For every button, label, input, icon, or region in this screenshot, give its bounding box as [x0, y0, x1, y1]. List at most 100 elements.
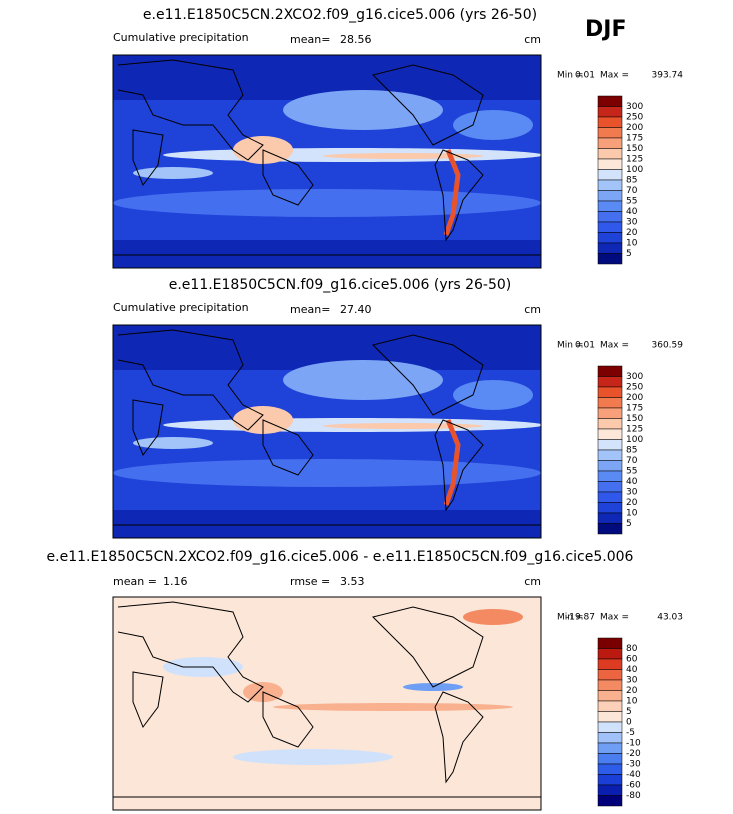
colorbar-box [597, 179, 623, 191]
colorbar-label: 175 [626, 134, 643, 144]
panel-title: e.e11.E1850C5CN.2XCO2.f09_g16.cice5.006 … [143, 7, 537, 23]
colorbar-label: 40 [626, 207, 638, 217]
colorbar-label: 40 [626, 665, 638, 675]
colorbar-box [597, 449, 623, 461]
colorbar-box [597, 386, 623, 398]
colorbar-box [597, 221, 623, 233]
colorbar-label: 40 [626, 477, 638, 487]
stat-name: mean= [290, 303, 330, 316]
colorbar-label: 150 [626, 414, 643, 424]
colorbar-label: 85 [626, 176, 637, 186]
colorbar-box [597, 211, 623, 223]
colorbar-box [597, 774, 623, 786]
colorbar-label: 125 [626, 155, 643, 165]
colorbar-label: -60 [626, 781, 641, 791]
colorbar-box [597, 376, 623, 388]
colorbar-box [597, 137, 623, 149]
max-value: 360.59 [652, 341, 684, 351]
colorbar-box [597, 669, 623, 681]
stat-value: 28.56 [340, 33, 372, 46]
colorbar-box [597, 648, 623, 660]
colorbar-label: 20 [626, 228, 638, 238]
colorbar-box [597, 742, 623, 754]
colorbar-box [597, 491, 623, 503]
colorbar-box [597, 397, 623, 409]
colorbar-box [597, 418, 623, 430]
colorbar-label: 30 [626, 676, 638, 686]
colorbar-box [597, 690, 623, 702]
colorbar-label: 55 [626, 467, 637, 477]
colorbar-label: 300 [626, 372, 643, 382]
panel-label: Cumulative precipitation [113, 31, 249, 44]
colorbar-box [597, 512, 623, 524]
colorbar-box [597, 190, 623, 202]
max-label: Max = [600, 71, 629, 81]
colorbar-label: -30 [626, 760, 641, 770]
colorbar-box [597, 481, 623, 493]
colorbar-box [597, 169, 623, 181]
min-value: 0.01 [575, 341, 595, 351]
colorbar-label: 100 [626, 165, 643, 175]
min-label: Min = [557, 71, 583, 81]
colorbar-box [597, 721, 623, 733]
max-label: Max = [600, 341, 629, 351]
colorbar-label: 20 [626, 498, 638, 508]
colorbar-box [597, 711, 623, 723]
colorbar-box [597, 232, 623, 244]
colorbar-label: 55 [626, 197, 637, 207]
colorbar-box [597, 253, 623, 265]
colorbar-box [597, 795, 623, 807]
stat-name: mean= [290, 33, 330, 46]
panel-label: Cumulative precipitation [113, 301, 249, 314]
colorbar-box [597, 148, 623, 160]
colorbar-label: 85 [626, 446, 637, 456]
colorbar-label: 10 [626, 239, 638, 249]
colorbar-label: -10 [626, 739, 641, 749]
colorbar-label: -5 [626, 728, 635, 738]
colorbar-label: 5 [626, 707, 632, 717]
colorbar-box [597, 784, 623, 796]
min-value: -19.87 [566, 613, 595, 623]
colorbar-label: 5 [626, 249, 632, 259]
colorbar-box [597, 658, 623, 670]
colorbar-label: -80 [626, 791, 641, 801]
panel-title: e.e11.E1850C5CN.f09_g16.cice5.006 (yrs 2… [169, 277, 512, 293]
colorbar-box [597, 106, 623, 118]
colorbar-box [597, 242, 623, 254]
colorbar-label: 5 [626, 519, 632, 529]
stat-name: mean = [113, 575, 157, 588]
colorbar-box [597, 753, 623, 765]
colorbar-label: 70 [626, 456, 638, 466]
colorbar-label: 200 [626, 123, 643, 133]
colorbar-label: -40 [626, 770, 641, 780]
colorbar-label: 250 [626, 383, 643, 393]
units: cm [524, 303, 541, 316]
colorbar-box [597, 679, 623, 691]
min-label: Min = [557, 613, 583, 623]
colorbar-label: 80 [626, 644, 638, 654]
colorbar-label: 70 [626, 186, 638, 196]
colorbar-box [597, 95, 623, 107]
colorbar-box [597, 428, 623, 440]
map [113, 55, 543, 268]
max-value: 43.03 [657, 613, 683, 623]
map [113, 325, 543, 538]
units: cm [524, 575, 541, 588]
colorbar-label: 175 [626, 404, 643, 414]
colorbar-box [597, 407, 623, 419]
colorbar-box [597, 365, 623, 377]
colorbar-label: 30 [626, 218, 638, 228]
map-frame [112, 324, 542, 539]
stat-value: 3.53 [340, 575, 365, 588]
colorbar-label: 10 [626, 697, 638, 707]
panel-title: e.e11.E1850C5CN.2XCO2.f09_g16.cice5.006 … [47, 549, 634, 565]
season-label: DJF [585, 17, 626, 42]
map [113, 597, 541, 810]
colorbar-label: 10 [626, 509, 638, 519]
colorbar-box [597, 200, 623, 212]
colorbar-label: 0 [626, 718, 632, 728]
colorbar-label: 150 [626, 144, 643, 154]
colorbar-label: 60 [626, 655, 638, 665]
map-frame [112, 596, 542, 811]
